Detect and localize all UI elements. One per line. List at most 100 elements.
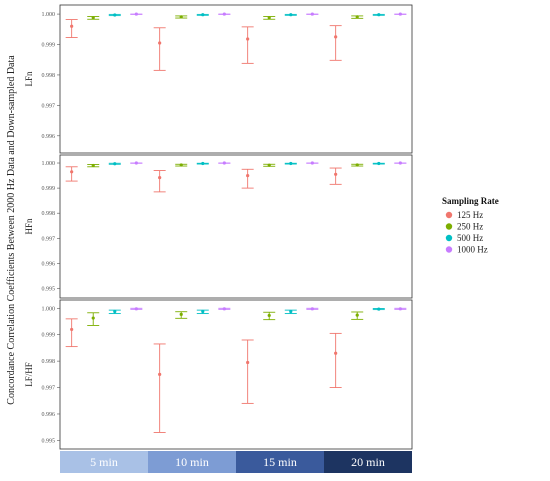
category-strip-cell — [148, 451, 236, 473]
data-point — [334, 351, 338, 355]
panel-frame — [59, 4, 413, 154]
data-point — [267, 313, 271, 318]
data-point — [158, 175, 162, 180]
panel-lf-hf: LF/HF 0.995 0.996 0.997 0.998 0.999 1.000 — [24, 299, 413, 450]
data-point — [398, 12, 402, 16]
legend-label: 500 Hz — [457, 233, 483, 243]
category-strip-cell — [60, 451, 148, 473]
series-1000-hz — [130, 161, 407, 165]
data-point — [246, 37, 250, 41]
y-tick-label: 0.996 — [42, 412, 56, 418]
category-label: 10 min — [175, 455, 209, 469]
data-point — [70, 24, 74, 28]
category-label: 20 min — [351, 455, 385, 469]
y-tick-label: 0.997 — [42, 386, 56, 392]
data-point — [201, 13, 205, 17]
data-point — [91, 163, 95, 168]
data-point — [222, 161, 226, 165]
legend-key — [445, 223, 453, 230]
series-125-hz — [65, 318, 342, 433]
series-500-hz — [108, 307, 385, 315]
chart-ylabel: Concordance Correlation Coefficients Bet… — [6, 55, 17, 405]
y-tick-label: 0.997 — [42, 103, 56, 109]
legend-key — [445, 234, 453, 242]
data-point — [158, 372, 162, 376]
legend-key — [445, 246, 453, 253]
panel-frame — [59, 299, 413, 450]
data-point — [222, 307, 226, 311]
data-point — [201, 161, 205, 166]
data-point — [289, 13, 293, 17]
data-point — [377, 307, 381, 311]
legend-label: 1000 Hz — [457, 245, 488, 255]
y-tick-label: 1.000 — [42, 306, 56, 312]
panel-frame — [59, 154, 413, 299]
y-tick-label: 0.995 — [42, 438, 56, 444]
data-point — [113, 162, 117, 166]
data-point — [334, 172, 338, 176]
y-tick-label: 0.998 — [42, 211, 56, 217]
panel-label: LF/HF — [24, 362, 34, 387]
data-point — [134, 307, 138, 311]
y-tick-label: 0.998 — [42, 73, 56, 79]
series-125-hz — [65, 19, 342, 71]
series-250-hz — [87, 163, 364, 168]
legend-label: 125 Hz — [457, 210, 483, 220]
legend-key — [445, 211, 453, 219]
series-250-hz — [87, 311, 364, 326]
data-point — [134, 161, 138, 165]
data-point — [70, 170, 74, 174]
data-point — [113, 309, 117, 314]
data-point — [179, 15, 183, 19]
panel-lfn: LFn 0.996 0.997 0.998 0.999 1.000 — [24, 4, 413, 154]
data-point — [310, 307, 314, 311]
series-1000-hz — [130, 307, 407, 311]
panel-label: LFn — [24, 71, 34, 87]
y-tick-label: 0.997 — [42, 236, 56, 242]
y-tick-label: 1.000 — [42, 161, 56, 167]
data-point — [246, 173, 250, 178]
series-500-hz — [108, 161, 385, 166]
y-tick-label: 1.000 — [42, 12, 56, 18]
series-500-hz — [108, 13, 385, 17]
y-tick-label: 0.996 — [42, 261, 56, 267]
panel-hfn: HFn 0.995 0.996 0.997 0.998 0.999 1.000 — [24, 154, 413, 299]
series-1000-hz — [130, 12, 407, 16]
data-point — [355, 313, 359, 317]
category-strip-cell — [236, 451, 324, 473]
category-strip-cell — [324, 451, 412, 473]
data-point — [355, 163, 359, 167]
data-point — [398, 161, 402, 165]
y-tick-label: 0.995 — [42, 286, 56, 292]
data-point — [334, 35, 338, 39]
data-point — [91, 316, 95, 320]
data-point — [179, 163, 183, 167]
data-point — [201, 309, 205, 314]
data-point — [158, 41, 162, 45]
data-point — [310, 12, 314, 16]
data-point — [355, 15, 359, 19]
data-point — [222, 12, 226, 16]
y-tick-label: 0.998 — [42, 359, 56, 365]
data-point — [377, 161, 381, 166]
data-point — [267, 163, 271, 167]
category-label: 5 min — [90, 455, 118, 469]
category-label: 15 min — [263, 455, 297, 469]
data-point — [70, 327, 74, 332]
data-point — [289, 309, 293, 314]
legend-title: Sampling Rate — [442, 196, 499, 206]
category-strip: 5 min 10 min 15 min 20 min — [60, 451, 412, 473]
data-point — [377, 13, 381, 17]
y-tick-label: 0.999 — [42, 186, 56, 192]
data-point — [398, 307, 402, 311]
data-point — [289, 161, 293, 166]
y-tick-label: 0.999 — [42, 43, 56, 49]
legend-label: 250 Hz — [457, 222, 483, 232]
series-250-hz — [87, 15, 364, 20]
data-point — [113, 13, 117, 17]
data-point — [310, 161, 314, 165]
data-point — [179, 312, 183, 316]
